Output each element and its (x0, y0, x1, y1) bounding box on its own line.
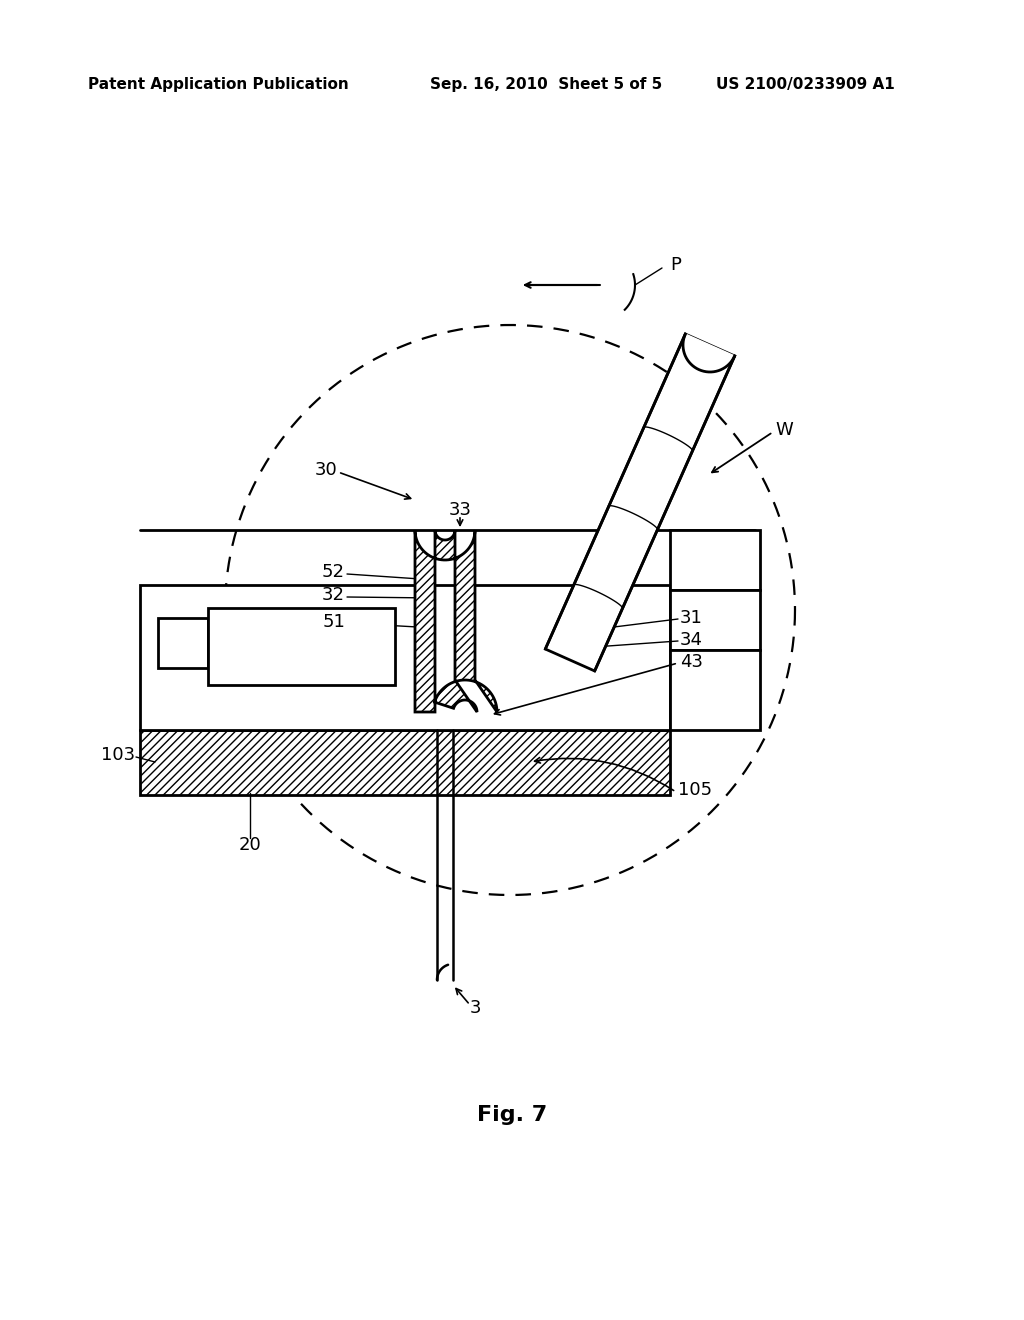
Text: Sep. 16, 2010  Sheet 5 of 5: Sep. 16, 2010 Sheet 5 of 5 (430, 78, 663, 92)
Text: P: P (670, 256, 681, 275)
Polygon shape (546, 334, 734, 671)
Text: 52: 52 (322, 564, 345, 581)
Bar (140, 730, 670, 795)
Text: W: W (775, 421, 793, 440)
Text: 105: 105 (678, 781, 712, 799)
Text: Patent Application Publication: Patent Application Publication (88, 78, 349, 92)
Text: 31: 31 (680, 609, 702, 627)
Bar (140, 585, 670, 730)
Bar (208, 609, 395, 685)
Text: 33: 33 (449, 502, 471, 519)
Bar (158, 618, 208, 668)
Text: 43: 43 (680, 653, 703, 671)
Text: 20: 20 (239, 836, 261, 854)
Text: Fig. 7: Fig. 7 (477, 1105, 547, 1125)
Text: 30: 30 (314, 461, 337, 479)
Bar (670, 531, 760, 590)
Bar (140, 730, 670, 795)
Text: 34: 34 (680, 631, 703, 649)
Polygon shape (683, 334, 734, 372)
Text: US 2100/0233909 A1: US 2100/0233909 A1 (716, 78, 895, 92)
Text: 3: 3 (469, 999, 480, 1016)
Text: 51: 51 (323, 612, 345, 631)
Bar (670, 649, 760, 730)
Polygon shape (415, 531, 497, 711)
Text: 32: 32 (322, 586, 345, 605)
Text: 103: 103 (101, 746, 135, 764)
Bar (670, 590, 760, 649)
